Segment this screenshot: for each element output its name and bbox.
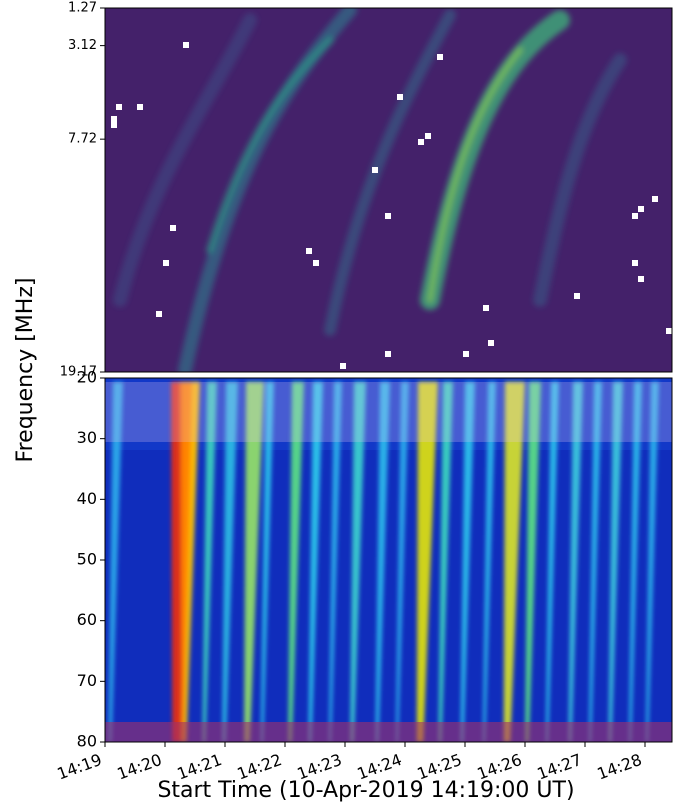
x-tick-label: 14:19 [55,750,105,784]
burst-streak [482,382,496,742]
top-spectrogram [105,8,672,372]
burst-streak [260,382,274,742]
burst-streak [503,382,525,742]
burst-streak [328,382,342,742]
bottom-spectrogram [105,378,672,742]
burst-streak [375,382,390,742]
burst-streak [288,382,304,742]
y-tick-label: 1.27 [68,1,97,16]
burst-streak [416,382,438,742]
burst-streak [108,382,123,742]
y-tick-label: 30 [77,428,97,447]
burst-streak [222,382,238,742]
x-axis-label: Start Time (10-Apr-2019 14:19:00 UT) [157,778,574,803]
burst-streak [588,382,602,742]
burst-streak [438,382,453,742]
burst-streak [244,382,264,742]
y-tick-label: 3.12 [68,38,97,53]
y-tick-label: 50 [77,550,97,569]
burst-streak [202,382,217,742]
burst-streak [568,382,583,742]
y-tick-label: 80 [77,732,97,751]
burst-core [180,382,192,742]
y-tick-label: 70 [77,671,97,690]
y-tick-label: 60 [77,610,97,629]
y-tick-label: 20 [77,368,97,387]
x-tick-label: 14:28 [595,750,645,784]
burst-streak [645,382,659,742]
burst-streak [545,382,559,742]
burst-streak [525,382,541,742]
burst-streak [628,382,642,742]
y-axis-label: Frequency [MHz] [13,278,38,463]
burst-streak [350,382,366,742]
top-frame [104,7,673,373]
y-tick-label: 19.17 [60,365,97,380]
y-tick-label: 7.72 [68,132,97,147]
burst-streak [308,382,323,742]
y-tick-label: 40 [77,489,97,508]
burst-streak [608,382,623,742]
burst-streak [395,382,409,742]
burst-streak [460,382,475,742]
